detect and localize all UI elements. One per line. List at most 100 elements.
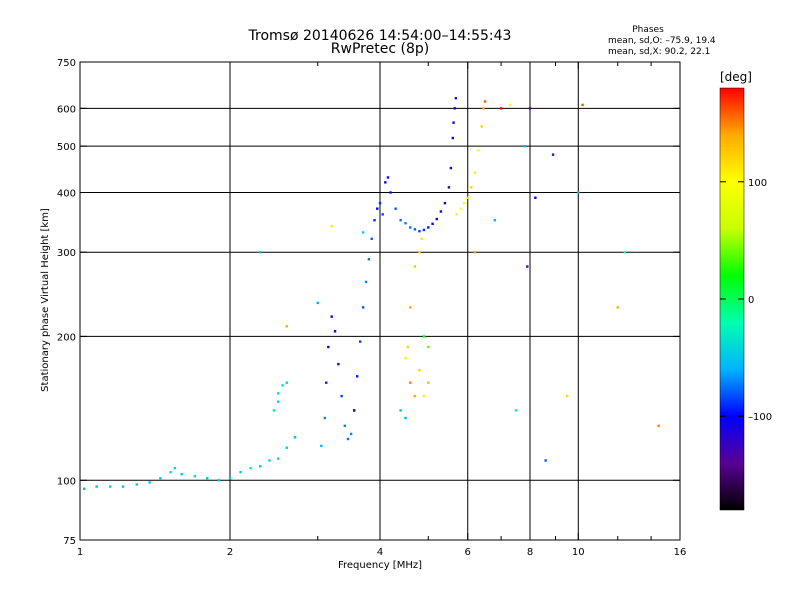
scatter-point <box>439 210 443 213</box>
scatter-point <box>526 265 529 268</box>
scatter-point <box>499 107 503 110</box>
scatter-point <box>657 424 660 428</box>
grid-lines <box>80 62 680 540</box>
scatter-point <box>325 381 328 384</box>
scatter-point <box>577 191 580 194</box>
scatter-point <box>452 121 455 124</box>
scatter-point <box>453 107 456 110</box>
scatter-point <box>285 325 288 328</box>
scatter-point <box>109 485 112 488</box>
x-axis-label: Frequency [MHz] <box>338 560 422 571</box>
scatter-point <box>623 251 627 254</box>
scatter-point <box>480 125 483 128</box>
scatter-point <box>483 100 487 103</box>
scatter-point <box>409 226 412 229</box>
scatter-point <box>389 191 392 194</box>
scatter-point <box>277 392 280 395</box>
colorbar-label: [deg] <box>720 70 752 84</box>
scatter-point <box>376 207 379 210</box>
scatter-point <box>508 103 512 107</box>
scatter-point <box>418 368 421 372</box>
scatter-point <box>333 330 337 333</box>
phase-box-line1: mean, sd,O: –75.9, 19.4 <box>608 36 716 46</box>
y-axis-ticks: 75 100 200 300 400 500 600 750 <box>57 58 680 547</box>
scatter-point <box>418 229 421 233</box>
scatter-point <box>482 107 485 110</box>
scatter-point <box>121 485 125 488</box>
y-tick-label: 100 <box>57 476 76 487</box>
chart-title: Tromsø 20140626 14:54:00–14:55:43 <box>248 28 512 44</box>
scatter-point <box>355 375 359 378</box>
chart-subtitle: RwPretec (8p) <box>331 41 429 57</box>
scatter-point <box>337 362 340 366</box>
scatter-point <box>148 481 151 484</box>
scatter-point <box>418 251 421 254</box>
scatter-point <box>384 181 387 184</box>
scatter-point <box>514 409 518 412</box>
x-tick-label: 1 <box>77 547 83 558</box>
scatter-point <box>581 103 584 107</box>
scatter-point <box>451 136 455 140</box>
scatter-point <box>330 315 333 318</box>
scatter-point <box>352 409 356 412</box>
colorbar-tick-label: 0 <box>748 295 754 306</box>
scatter-point <box>193 474 197 478</box>
scatter-point <box>454 96 458 100</box>
scatter-point <box>83 487 86 490</box>
phase-box-line2: mean, sd,X: 90.2, 22.1 <box>608 47 710 57</box>
x-tick-label: 16 <box>674 547 687 558</box>
phase-box-title: Phases <box>632 25 664 35</box>
scatter-point <box>427 226 430 229</box>
scatter-point <box>330 225 333 228</box>
scatter-point <box>159 477 162 480</box>
y-tick-label: 500 <box>57 142 76 153</box>
scatter-point <box>259 465 262 468</box>
scatter-point <box>249 466 252 470</box>
scatter-point <box>386 176 390 179</box>
x-axis-ticks: 1 2 4 6 8 10 16 <box>77 62 687 558</box>
scatter-point <box>409 306 412 309</box>
scatter-point <box>427 381 430 384</box>
scatter-point <box>285 381 288 384</box>
scatter-point <box>217 479 221 482</box>
scatter-point <box>268 459 271 462</box>
scatter-point <box>281 384 284 387</box>
scatter-point <box>427 345 430 349</box>
scatter-point <box>358 340 362 343</box>
y-tick-label: 750 <box>57 58 76 69</box>
x-tick-label: 8 <box>527 547 533 558</box>
scatter-point <box>378 201 382 205</box>
colorbar-ticks: 100 0 –100 <box>720 178 772 423</box>
y-tick-label: 400 <box>57 188 76 199</box>
scatter-point <box>327 345 330 349</box>
scatter-point <box>544 459 547 462</box>
scatter-point <box>420 237 423 241</box>
colorbar-tick-label: 100 <box>748 178 767 189</box>
y-tick-label: 300 <box>57 248 76 259</box>
x-tick-label: 6 <box>465 547 471 558</box>
scatter-point <box>404 357 407 360</box>
colorbar-tick-label: –100 <box>748 412 772 423</box>
scatter-point <box>413 394 417 398</box>
scatter-point <box>343 424 347 428</box>
scatter-point <box>422 394 426 398</box>
scatter-point <box>180 472 183 476</box>
scatter-point <box>173 466 177 470</box>
scatter-point <box>616 306 619 309</box>
scatter-point <box>320 444 323 448</box>
scatter-point <box>473 171 477 174</box>
scatter-point <box>534 196 537 199</box>
scatter-point <box>551 153 555 156</box>
scatter-point <box>272 409 276 412</box>
scatter-point <box>493 219 497 222</box>
scatter-point <box>169 470 172 474</box>
scatter-point <box>404 222 407 225</box>
scatter-point <box>523 144 526 148</box>
scatter-point <box>409 381 412 384</box>
scatter-point <box>349 432 353 436</box>
scatter-point <box>361 231 365 234</box>
scatter-point <box>459 207 462 210</box>
scatter-point <box>455 213 458 216</box>
scatter-point <box>340 394 343 398</box>
